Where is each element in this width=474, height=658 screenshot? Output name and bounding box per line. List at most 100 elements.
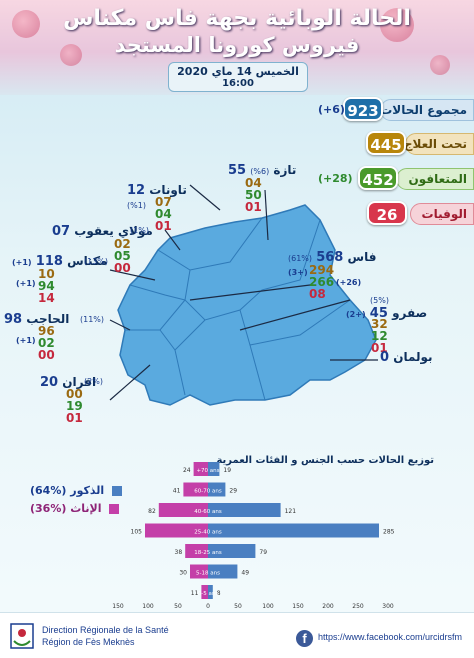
date-text: الخميس 14 ماي 2020	[177, 65, 299, 78]
female-value-label: 105	[131, 529, 143, 536]
region-ifrane-figures: 00 19 01	[66, 388, 83, 424]
region-moulay-yacoub-pct: (1%)	[130, 226, 149, 235]
region-fes-delta: (+3)	[288, 268, 308, 277]
age-category-label: 25-40 ans	[194, 530, 222, 536]
region-ifrane-recovered: 19	[66, 399, 83, 413]
region-fes-pct: (61%)	[288, 254, 313, 263]
age-category-label: +70 ans	[196, 468, 219, 474]
region-el-hajeb-total: 98	[4, 312, 23, 327]
region-taza-pct: (6%)	[250, 167, 270, 176]
region-sefrou-pct: (5%)	[370, 296, 389, 305]
x-tick-label: 100	[142, 603, 154, 610]
female-bar	[183, 482, 208, 497]
stat-treatment-label: تحت العلاج	[403, 137, 467, 151]
female-value-label: 82	[148, 508, 156, 515]
legend-male-label: الذكور	[70, 484, 105, 497]
org-name-line2: Région de Fès Meknès	[42, 637, 135, 647]
region-moulay-yacoub-total: 07	[52, 224, 71, 239]
virus-decoration	[380, 8, 414, 42]
region-fes-treatment: 294	[309, 263, 335, 277]
ministry-logo-icon	[10, 623, 34, 649]
region-sefrou-recovered: 12	[371, 329, 388, 343]
region-boulemane-total: 0	[380, 350, 390, 365]
age-category-label: 40-60 ans	[194, 509, 222, 515]
stat-total-label: مجموع الحالات	[380, 103, 467, 117]
region-meknes-delta-rec: (+1)	[16, 279, 36, 288]
region-ifrane-pct: (2%)	[84, 377, 103, 386]
region-taounate-figures: 07 04 01	[155, 196, 172, 232]
male-value-label: 285	[383, 529, 395, 536]
region-meknes-recovered: 94	[38, 279, 55, 293]
female-bar	[201, 585, 208, 599]
region-meknes-pct: (13%)	[84, 257, 109, 266]
female-value-label: 41	[173, 488, 181, 495]
female-bar	[158, 503, 208, 517]
region-meknes-deaths: 14	[38, 291, 55, 305]
stat-deaths-bar: الوفيات	[410, 203, 474, 225]
time-text: 16:00	[222, 78, 254, 89]
region-taounate-recovered: 04	[155, 207, 172, 221]
region-moulay-yacoub-treatment: 02	[114, 237, 131, 251]
page-subtitle: فيروس كورونا المستجد	[114, 33, 360, 57]
region-el-hajeb-delta-rec: (+1)	[16, 336, 36, 345]
stat-total-bar: مجموع الحالات	[380, 99, 474, 121]
region-ifrane-deaths: 01	[66, 411, 83, 425]
x-tick-label: 150	[292, 603, 304, 610]
region-taza-treatment: 04	[245, 176, 262, 190]
legend-female: (36%) الإناث	[30, 502, 120, 515]
stat-recovered-value: 452	[358, 166, 398, 190]
legend-female-swatch	[109, 504, 120, 514]
region-el-hajeb: 98 الحاجب	[4, 312, 114, 327]
region-moulay-yacoub-deaths: 00	[114, 261, 131, 275]
page-title: الحالة الوبائية بجهة فاس مكناس	[63, 6, 411, 31]
region-sefrou-deaths: 01	[371, 341, 388, 355]
male-value-label: 79	[259, 549, 267, 556]
male-bar	[208, 544, 256, 558]
region-taza: 55 تازة (6%)	[228, 163, 308, 178]
stat-recovered-bar: المتعافون	[396, 168, 474, 190]
male-bar	[208, 523, 379, 538]
region-meknes-name: مكناس	[67, 254, 108, 268]
legend-male: (64%) الذكور	[30, 484, 122, 497]
female-bar	[193, 462, 208, 476]
male-bar	[208, 503, 281, 517]
female-value-label: 30	[179, 570, 187, 577]
region-taounate-total: 12	[127, 183, 146, 198]
region-moulay-yacoub: 07 مولاي يعقوب	[52, 224, 162, 239]
female-bar	[190, 564, 208, 579]
virus-decoration	[430, 55, 450, 75]
age-category-label: 60-70 ans	[194, 489, 222, 495]
male-value-label: 19	[223, 467, 231, 474]
legend-female-pct: (36%)	[30, 502, 67, 515]
region-moulay-yacoub-figures: 02 05 00	[114, 238, 131, 274]
region-fes-delta-rec: (+26)	[336, 278, 362, 287]
facebook-link[interactable]: https://www.facebook.com/urcidrsfm	[318, 632, 463, 642]
region-el-hajeb-treatment: 96	[38, 324, 55, 338]
male-bar	[208, 585, 213, 599]
region-el-hajeb-pct: (11%)	[80, 315, 105, 324]
female-bar	[145, 523, 208, 538]
region-fes-figures: 294 266 08	[309, 264, 334, 300]
region-meknes-treatment: 10	[38, 267, 55, 281]
male-bar	[208, 482, 226, 497]
x-tick-label: 50	[174, 603, 182, 610]
region-el-hajeb-name: الحاجب	[26, 312, 70, 326]
x-tick-label: 50	[234, 603, 242, 610]
x-tick-label: 200	[322, 603, 334, 610]
region-sefrou: صفرو 45 (+2)	[346, 306, 456, 321]
legend-male-pct: (64%)	[30, 484, 67, 497]
female-bar	[185, 544, 208, 558]
x-tick-label: 150	[112, 603, 124, 610]
age-category-label: 5-18 ans	[196, 571, 220, 577]
facebook-icon[interactable]: f	[296, 630, 313, 647]
region-sefrou-delta: (+2)	[346, 310, 366, 319]
region-meknes-delta: (+1)	[12, 258, 32, 267]
region-sefrou-figures: 32 12 01	[371, 318, 388, 354]
stat-treatment-value: 445	[366, 131, 406, 155]
region-fes-total: 568	[316, 250, 344, 265]
male-value-label: 121	[285, 508, 297, 515]
stat-deaths-label: الوفيات	[421, 207, 467, 221]
female-value-label: 24	[183, 467, 191, 474]
stat-recovered-label: المتعافون	[408, 172, 467, 186]
